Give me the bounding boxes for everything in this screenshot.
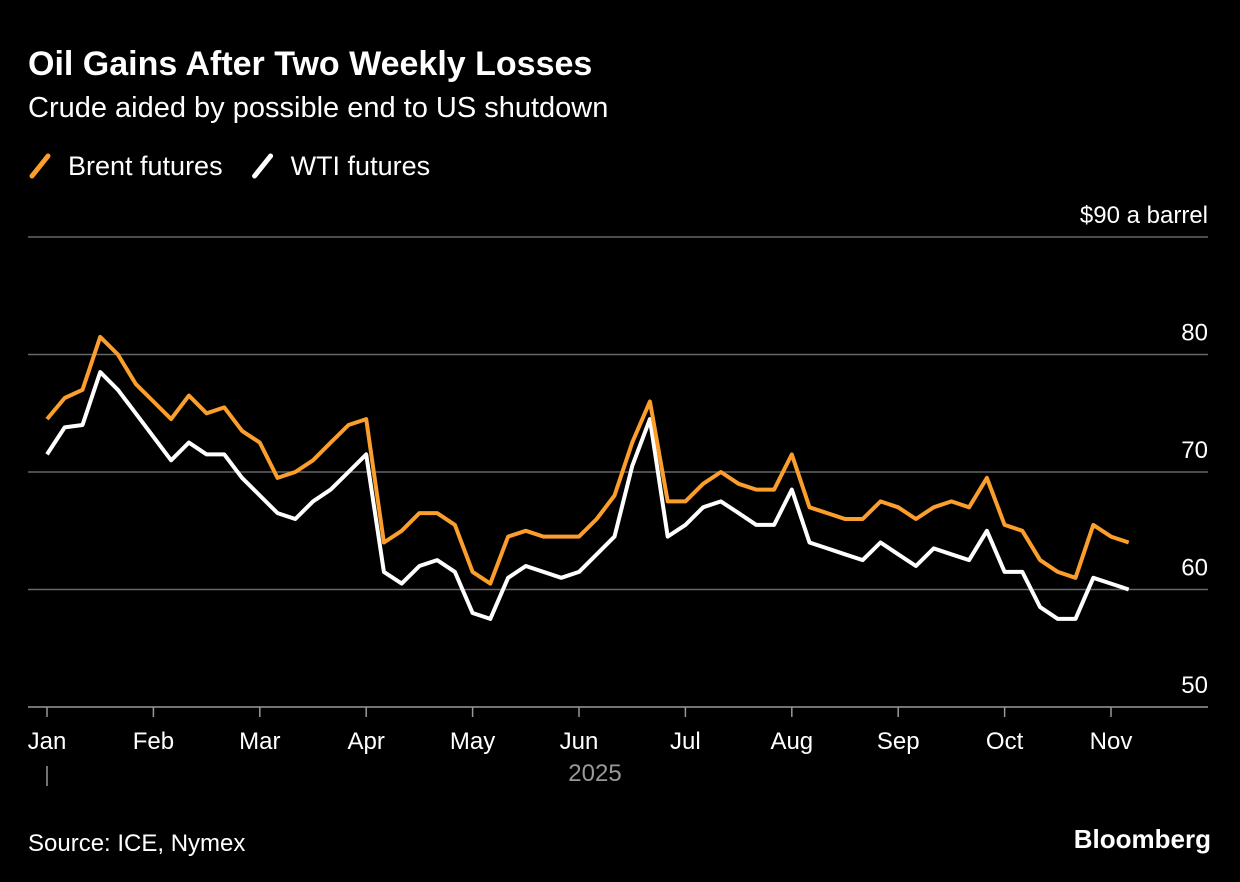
x-tick-label: Jul <box>670 728 701 755</box>
y-tick-label: 70 <box>1181 437 1208 464</box>
y-tick-label: 80 <box>1181 320 1208 347</box>
y-tick-label: 50 <box>1181 672 1208 699</box>
series-line <box>45 370 1130 621</box>
x-tick-label: Jan <box>28 728 67 755</box>
x-tick-label: Nov <box>1090 728 1133 755</box>
legend-swatch <box>252 153 274 179</box>
series-line <box>45 334 1130 586</box>
chart-title: Oil Gains After Two Weekly Losses <box>28 45 592 83</box>
x-tick-label: Apr <box>348 728 385 755</box>
x-tick-label: Sep <box>877 728 920 755</box>
x-tick-label: Jun <box>560 728 599 755</box>
x-tick-label: May <box>450 728 495 755</box>
x-tick-label: Mar <box>239 728 280 755</box>
legend-label: WTI futures <box>291 151 431 181</box>
legend-swatch <box>29 153 51 179</box>
brand: Bloomberg <box>1074 824 1211 854</box>
x-tick-label: Feb <box>133 728 174 755</box>
x-tick-label: Aug <box>770 728 813 755</box>
source: Source: ICE, Nymex <box>28 830 245 857</box>
x-axis-label: 2025 <box>568 760 621 787</box>
chart-subtitle: Crude aided by possible end to US shutdo… <box>28 92 608 124</box>
y-tick-label: 60 <box>1181 555 1208 582</box>
legend-label: Brent futures <box>68 151 223 181</box>
x-tick-label: Oct <box>986 728 1024 755</box>
y-tick-label: $90 a barrel <box>1080 202 1208 229</box>
